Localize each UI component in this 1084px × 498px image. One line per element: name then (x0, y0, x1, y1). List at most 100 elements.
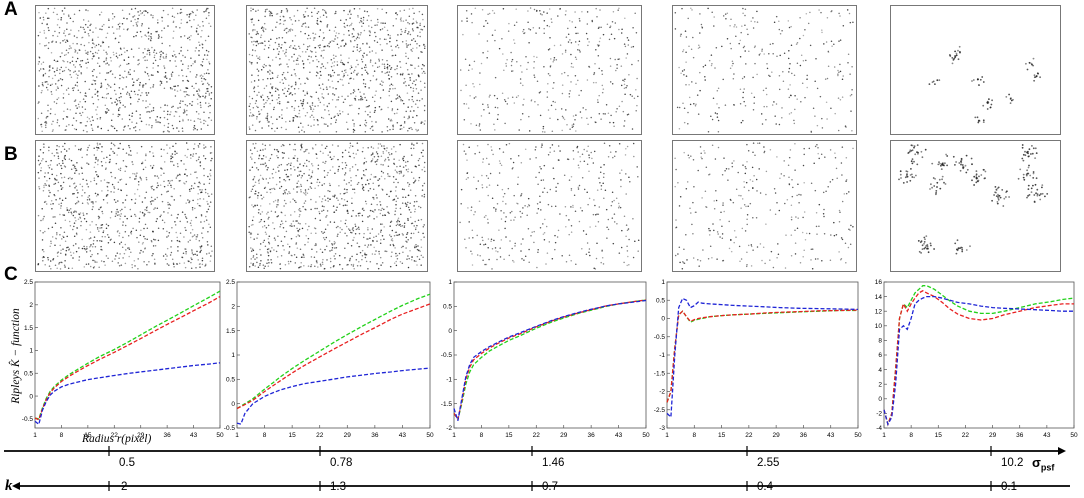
y-tick-label: -1 (446, 377, 452, 384)
x-tick-label: 29 (137, 432, 145, 439)
point-pattern-b-3 (457, 140, 642, 272)
sigma-axis-arrowhead (1058, 447, 1066, 455)
blue-series-line (453, 299, 647, 421)
y-tick-label: 1 (29, 348, 33, 355)
row-label-b: B (4, 144, 18, 165)
y-tick-label: -3 (659, 425, 665, 432)
plot-frame (34, 281, 221, 429)
k-value-2: 1.3 (330, 481, 346, 493)
x-tick-label: 8 (692, 432, 696, 439)
y-tick-label: 2 (878, 381, 882, 388)
y-tick-label: -2.5 (654, 407, 666, 414)
x-tick-label: 15 (505, 432, 513, 439)
k-value-1: 2 (121, 481, 128, 493)
ripley-plot-2: 1 8 15 22 29 36 43 50 -0.5 0 0.5 1 1.5 2 2.5 (224, 279, 434, 439)
row-label-a: A (4, 0, 18, 20)
point-pattern-a-2 (246, 5, 428, 135)
x-tick-label: 29 (344, 432, 352, 439)
y-tick-label: 6 (878, 352, 882, 359)
x-tick-label: 36 (371, 432, 379, 439)
y-tick-label: -2 (876, 411, 882, 418)
green-series-line (34, 290, 221, 420)
green-series-line (453, 299, 647, 421)
plot-frame (236, 281, 431, 429)
y-tick-label: 4 (878, 367, 882, 374)
x-tick-label: 43 (190, 432, 198, 439)
x-tick-label: 22 (533, 432, 541, 439)
k-value-3: 0.7 (542, 481, 558, 493)
ripley-plot-1: 1 8 15 22 29 36 43 50 -0.5 0 0.5 1 1.5 2 2.5 (22, 279, 224, 439)
x-tick-label: 36 (800, 432, 808, 439)
sigma-value-1: 0.5 (119, 457, 135, 469)
x-tick-label: 15 (718, 432, 726, 439)
ripley-plot-3: 1 8 15 22 29 36 43 50 -2 -1.5 -1 -0.5 0 0.5 1 (441, 279, 650, 439)
y-tick-label: 0.5 (24, 370, 33, 377)
y-axis-label: Ripleys K̂ − function (10, 308, 22, 404)
y-tick-label: -2 (659, 389, 665, 396)
scale-axes (4, 446, 1070, 491)
red-series-line (883, 290, 1074, 427)
sigma-value-5: 10.2 (1001, 457, 1024, 469)
y-tick-label: 0 (29, 393, 33, 400)
y-tick-label: -0.5 (654, 334, 666, 341)
x-tick-label: 8 (263, 432, 267, 439)
x-tick-label: 15 (935, 432, 943, 439)
y-tick-label: -1 (659, 352, 665, 359)
x-tick-label: 22 (962, 432, 970, 439)
y-tick-label: 1.5 (24, 325, 33, 332)
point-pattern-b-5 (890, 140, 1061, 272)
point-pattern-a-3 (457, 5, 642, 135)
point-pattern-a-4 (672, 5, 857, 135)
x-tick-label: 15 (289, 432, 297, 439)
y-tick-label: -4 (876, 425, 882, 432)
blue-series-line (883, 295, 1074, 427)
x-tick-label: 50 (854, 432, 862, 439)
x-tick-label: 50 (216, 432, 224, 439)
y-tick-label: 0 (231, 401, 235, 408)
sigma-value-2: 0.78 (330, 457, 353, 469)
plot-frame (883, 281, 1075, 429)
y-tick-label: 1 (661, 279, 665, 286)
y-tick-label: 0 (878, 396, 882, 403)
x-tick-label: 36 (588, 432, 596, 439)
blue-series-line (236, 367, 431, 425)
x-tick-label: 36 (1016, 432, 1024, 439)
ripley-plot-4: 1 8 15 22 29 36 43 50 -3 -2.5 -2 -1.5 -1 -0.5 0 0.5 1 (654, 279, 862, 439)
k-value-5: 0.1 (1001, 481, 1017, 493)
point-pattern-a-5 (890, 5, 1061, 135)
y-tick-label: -1.5 (441, 401, 453, 408)
x-tick-label: 22 (745, 432, 753, 439)
y-tick-label: 2.5 (226, 279, 235, 286)
y-tick-label: -0.5 (441, 352, 453, 359)
red-series-line (34, 296, 221, 421)
x-tick-label: 29 (560, 432, 568, 439)
x-tick-label: 1 (665, 432, 669, 439)
y-tick-label: 1 (448, 279, 452, 286)
x-tick-label: 43 (615, 432, 623, 439)
x-tick-label: 22 (316, 432, 324, 439)
y-tick-label: 0.5 (226, 377, 235, 384)
y-tick-label: 12 (875, 308, 883, 315)
x-tick-label: 43 (1043, 432, 1051, 439)
sigma-value-3: 1.46 (542, 457, 565, 469)
y-tick-label: 2 (231, 304, 235, 311)
x-tick-label: 36 (164, 432, 172, 439)
plot-frame (666, 281, 859, 429)
y-tick-label: 10 (875, 323, 883, 330)
y-tick-label: 2.5 (24, 279, 33, 286)
x-tick-label: 15 (84, 432, 92, 439)
y-tick-label: 1 (231, 352, 235, 359)
x-tick-label: 29 (989, 432, 997, 439)
sigma-axis-ticks (108, 446, 992, 456)
sigma-value-4: 2.55 (757, 457, 780, 469)
x-tick-label: 50 (642, 432, 650, 439)
x-tick-label: 1 (235, 432, 239, 439)
x-tick-label: 43 (827, 432, 835, 439)
y-tick-label: -2 (446, 425, 452, 432)
k-value-4: 0.4 (757, 481, 773, 493)
y-tick-label: 16 (875, 279, 883, 286)
x-tick-label: 43 (399, 432, 407, 439)
x-tick-label: 1 (452, 432, 456, 439)
y-tick-label: -0.5 (224, 425, 236, 432)
plot-frame (453, 281, 647, 429)
